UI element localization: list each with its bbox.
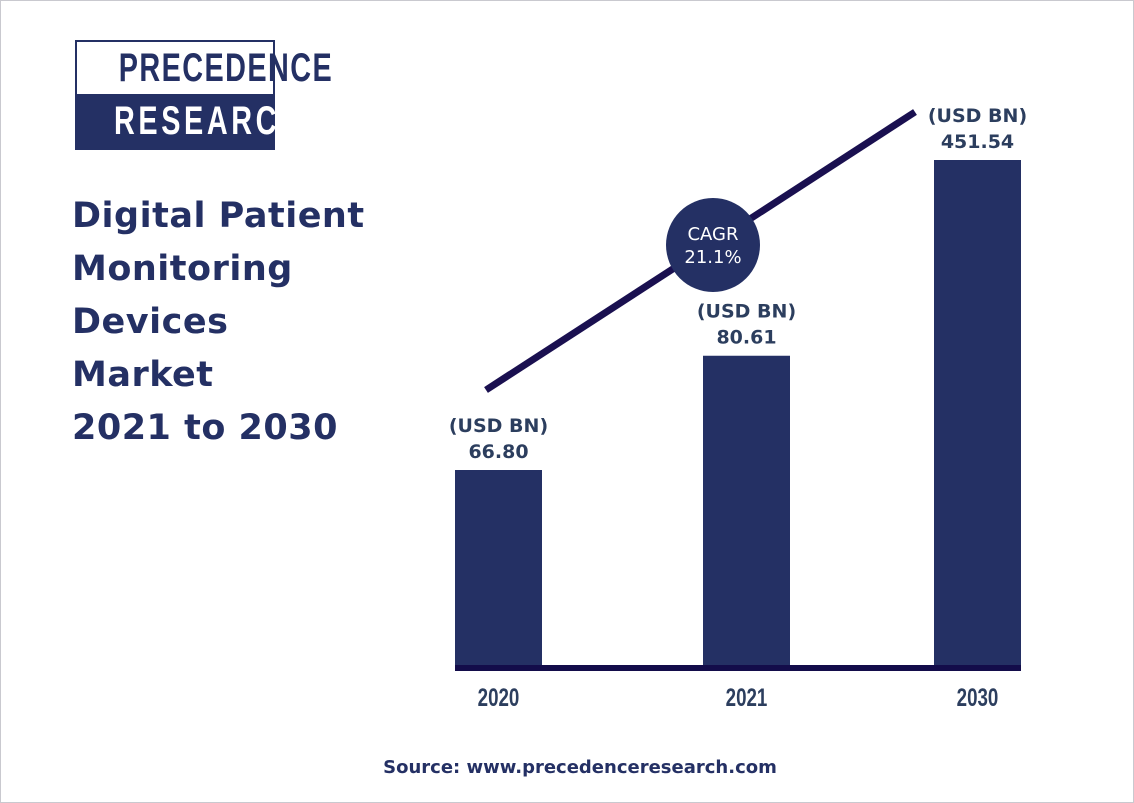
x-tick-label: 2030 — [957, 683, 999, 711]
cagr-value: 21.1% — [684, 247, 741, 268]
cagr-badge — [666, 198, 760, 292]
title-line: Monitoring — [72, 249, 293, 289]
precedence-research-logo: PRECEDENCE RESEARCH — [75, 40, 332, 150]
bar-2021 — [703, 355, 790, 668]
title-line: Digital Patient — [72, 196, 365, 236]
title-line: 2021 to 2030 — [72, 408, 338, 448]
x-tick-label: 2021 — [726, 683, 768, 711]
unit-label: (USD BN) — [449, 415, 548, 437]
bar-2030 — [934, 160, 1021, 668]
data-label: 451.54 — [941, 131, 1014, 153]
bar-2020 — [455, 470, 542, 668]
unit-label: (USD BN) — [928, 105, 1027, 127]
cagr-label: CAGR — [687, 224, 738, 245]
unit-label: (USD BN) — [697, 301, 796, 323]
title-line: Market — [72, 355, 214, 395]
data-label: 66.80 — [468, 441, 528, 463]
chart-title: Digital Patient Monitoring Devices Marke… — [72, 190, 365, 455]
title-line: Devices — [72, 302, 229, 342]
logo-line2: RESEARCH — [114, 99, 305, 143]
source-text: Source: www.precedenceresearch.com — [383, 757, 777, 778]
x-tick-label: 2020 — [478, 683, 520, 711]
data-label: 80.61 — [716, 327, 776, 349]
logo-line1: PRECEDENCE — [118, 46, 334, 90]
